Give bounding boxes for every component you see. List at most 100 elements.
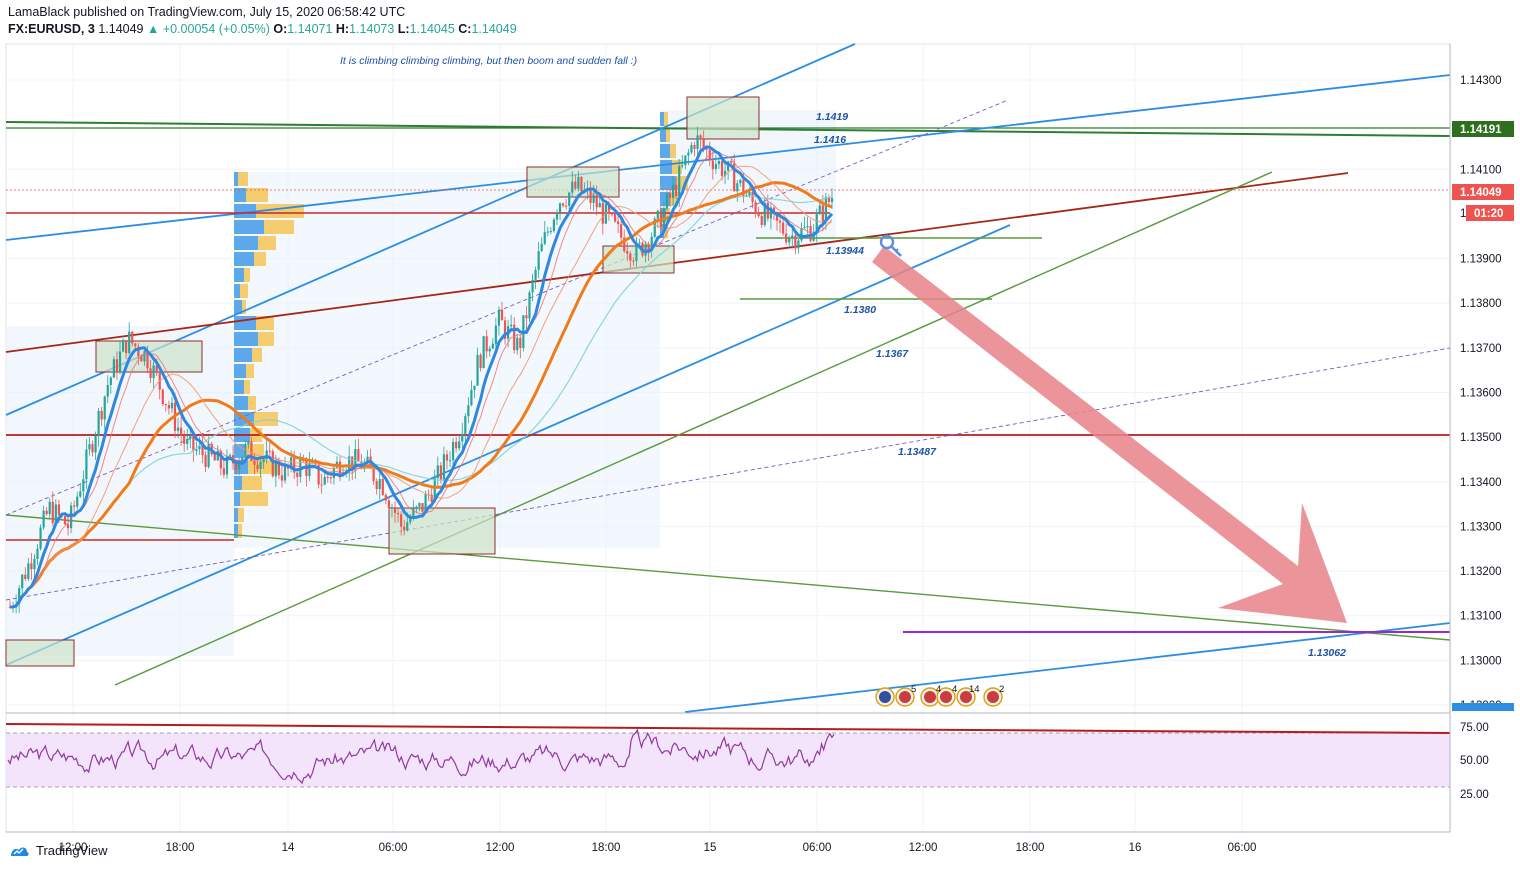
search-icon[interactable]: [879, 234, 902, 257]
candle-body: [412, 508, 415, 519]
profile-bar-down: [258, 236, 276, 250]
candle-body: [672, 184, 675, 198]
candle-body: [818, 205, 821, 215]
profile-bar-down: [244, 444, 264, 458]
candle-body: [63, 516, 67, 525]
candle-body: [711, 160, 714, 170]
svg-text:1.14049: 1.14049: [1460, 187, 1502, 199]
candle-body: [140, 356, 143, 362]
candle-body: [632, 260, 635, 262]
last-price: 1.14049: [98, 22, 144, 36]
ma-orange-line: [9, 181, 833, 609]
profile-bar-down: [248, 396, 256, 410]
candle-body: [381, 478, 384, 495]
candle-body: [485, 336, 488, 352]
candle-body: [222, 468, 226, 475]
candle-body: [730, 161, 733, 163]
symbol[interactable]: FX:EURUSD, 3: [8, 22, 95, 36]
candle-body: [656, 210, 659, 219]
price-tick-label: 1.13100: [1460, 611, 1502, 623]
candle-body: [424, 494, 427, 512]
profile-bar-up: [660, 144, 670, 158]
price-axis[interactable]: 1.14300 1.14100 1.13900 1.13800 1.13700 1.136…: [1460, 75, 1502, 712]
candle-body: [262, 459, 265, 462]
price-change: ▲ +0.00054 (+0.05%): [146, 22, 270, 36]
candle-body: [482, 336, 485, 369]
candle-body: [717, 161, 721, 165]
candle-body: [195, 449, 198, 451]
candle-body: [516, 337, 519, 351]
level-labels: 1.1419 1.1416 1.13944 1.1380 1.1367 1.13487 1.…: [814, 111, 1346, 659]
purple-dashed-line-2: [5, 347, 1451, 601]
profile-bar-down: [666, 128, 670, 142]
profile-bar-up: [234, 220, 264, 234]
rising-green-line: [114, 171, 1273, 686]
candle-body: [406, 522, 409, 531]
candle-body: [537, 251, 540, 270]
candle-body: [418, 503, 421, 507]
price-tick-label: 1.13000: [1460, 655, 1502, 667]
profile-bar-up: [234, 332, 258, 346]
price-tick-label: 1.14100: [1460, 164, 1502, 176]
level-label: 1.1367: [876, 348, 909, 360]
annotation-text: It is climbing climbing climbing, but th…: [340, 55, 637, 67]
candle-body: [476, 354, 479, 386]
candle-body: [366, 456, 369, 463]
candle-body: [112, 359, 115, 378]
candle-body: [94, 436, 97, 453]
candle-body: [742, 179, 745, 197]
candle-body: [238, 462, 241, 470]
candle-body: [118, 351, 122, 373]
candle-body: [705, 147, 708, 150]
profile-bar-up: [234, 188, 246, 202]
candle-body: [690, 145, 693, 153]
candle-body: [253, 460, 256, 465]
candle-body: [134, 343, 137, 347]
candle-body: [473, 385, 476, 390]
candle-body: [201, 445, 204, 456]
candle-body: [510, 324, 513, 327]
rsi-trend-line: [5, 723, 1451, 734]
flag-icon: [987, 691, 999, 703]
candle-body: [45, 510, 48, 515]
candle-body: [675, 184, 678, 197]
event-count: 5: [911, 684, 916, 695]
candle-body: [317, 464, 320, 485]
candle-body: [769, 207, 772, 219]
candle-body: [372, 466, 375, 482]
candle-body: [149, 368, 152, 379]
profile-bar-down: [244, 268, 250, 282]
candle-body: [464, 416, 467, 434]
candle-body: [103, 396, 106, 420]
candle-body: [687, 152, 690, 156]
candle-body: [714, 164, 717, 170]
candle-body: [571, 181, 574, 193]
candle-body: [589, 188, 592, 203]
candle-body: [684, 155, 687, 166]
candle-body: [534, 269, 537, 280]
low-label: L:: [397, 22, 410, 36]
rsi-axis[interactable]: 75.00 50.00 25.00: [1460, 722, 1489, 801]
profile-bar-up: [234, 524, 238, 538]
candle-body: [30, 563, 33, 570]
flag-icon: [924, 691, 936, 703]
rsi-tick-label: 50.00: [1460, 755, 1489, 767]
price-tick-label: 1.14300: [1460, 75, 1502, 87]
candle-body: [274, 461, 277, 477]
candle-body: [830, 198, 834, 203]
candle-body: [76, 496, 79, 507]
candle-body: [400, 514, 403, 527]
candle-body: [21, 574, 24, 589]
footer-brand[interactable]: TradingView: [8, 843, 108, 858]
badge-blue-line: [1452, 703, 1514, 711]
profile-bar-up: [660, 224, 664, 238]
forecast-arrow: [872, 246, 1347, 623]
economic-events[interactable]: 5 4 4 14 2: [875, 684, 1004, 707]
high-value: 1.14073: [349, 22, 395, 36]
candle-body: [653, 218, 656, 237]
time-axis[interactable]: 12:00 18:00 14 06:00 12:00 18:00 15 06:00 12:00 1…: [59, 842, 1257, 854]
publish-line: LamaBlack published on TradingView.com, …: [8, 5, 406, 19]
profile-bar-up: [660, 112, 664, 126]
